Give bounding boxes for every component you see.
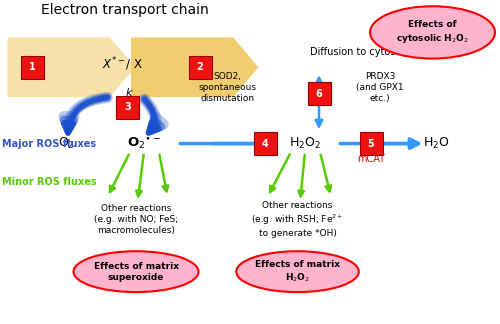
Ellipse shape xyxy=(236,251,359,292)
Text: O$_2$: O$_2$ xyxy=(58,136,74,151)
Text: Diffusion to cytosol: Diffusion to cytosol xyxy=(310,47,404,57)
Text: H$_2$O: H$_2$O xyxy=(422,136,450,151)
FancyBboxPatch shape xyxy=(188,56,212,79)
Text: 5: 5 xyxy=(368,139,374,149)
Polygon shape xyxy=(8,37,135,97)
Text: Effects of matrix
H$_2$O$_2$: Effects of matrix H$_2$O$_2$ xyxy=(255,260,340,284)
FancyBboxPatch shape xyxy=(360,132,382,155)
Text: Minor ROS fluxes: Minor ROS fluxes xyxy=(2,177,97,187)
Text: 3: 3 xyxy=(124,102,131,112)
Text: Other reactions
(e.g. with RSH; Fe$^{2+}$
to generate *OH): Other reactions (e.g. with RSH; Fe$^{2+}… xyxy=(251,201,344,238)
FancyBboxPatch shape xyxy=(308,82,330,105)
Text: 6: 6 xyxy=(316,89,322,99)
Text: $k$: $k$ xyxy=(124,86,134,98)
Text: Electron transport chain: Electron transport chain xyxy=(41,3,209,17)
Text: 1: 1 xyxy=(29,62,36,72)
Text: Effects of
cytosolic H$_2$O$_2$: Effects of cytosolic H$_2$O$_2$ xyxy=(396,20,469,45)
Polygon shape xyxy=(131,37,258,97)
Text: Effects of matrix
superoxide: Effects of matrix superoxide xyxy=(94,261,178,282)
Text: Major ROS fluxes: Major ROS fluxes xyxy=(2,139,96,149)
Text: mCAT: mCAT xyxy=(357,154,385,164)
FancyBboxPatch shape xyxy=(21,56,44,79)
Text: 4: 4 xyxy=(262,139,268,149)
Text: O$_2$$^{\bullet-}$: O$_2$$^{\bullet-}$ xyxy=(127,136,161,151)
Text: SOD2,
spontaneous
dismutation: SOD2, spontaneous dismutation xyxy=(198,72,256,103)
Ellipse shape xyxy=(370,6,495,59)
Text: H$_2$O$_2$: H$_2$O$_2$ xyxy=(289,136,321,151)
Text: Other reactions
(e.g. with NO; FeS;
macromolecules): Other reactions (e.g. with NO; FeS; macr… xyxy=(94,204,178,235)
Text: 2: 2 xyxy=(196,62,203,72)
Text: PRDX3
(and GPX1
etc.): PRDX3 (and GPX1 etc.) xyxy=(356,72,404,103)
Text: $X^{*-}$/ X: $X^{*-}$/ X xyxy=(102,55,143,73)
FancyBboxPatch shape xyxy=(254,132,276,155)
Ellipse shape xyxy=(74,251,198,292)
FancyBboxPatch shape xyxy=(116,96,139,119)
